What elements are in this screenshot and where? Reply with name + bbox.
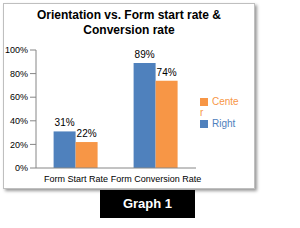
html-text:Center: Center — [200, 95, 239, 118]
svg-text:20%: 20% — [10, 140, 28, 150]
svg-text:60%: 60% — [10, 92, 28, 102]
html-text:Graph 1: Graph 1 — [122, 196, 173, 211]
svg-text:Form Conversion Rate: Form Conversion Rate — [111, 174, 202, 184]
svg-text:31%: 31% — [55, 117, 75, 128]
svg-text:74%: 74% — [157, 67, 177, 78]
html-text:Right: Right — [212, 117, 236, 129]
svg-text:89%: 89% — [135, 49, 155, 60]
svg-text:80%: 80% — [10, 69, 28, 79]
svg-text:100%: 100% — [8, 45, 28, 55]
svg-text:22%: 22% — [77, 128, 97, 139]
svg-text:Form Start Rate: Form Start Rate — [44, 174, 108, 184]
svg-text:0%: 0% — [15, 163, 28, 173]
svg-text:40%: 40% — [10, 116, 28, 126]
html-text:Orientation vs. Form start rat: Orientation vs. Form start rate & Conver… — [37, 8, 221, 37]
